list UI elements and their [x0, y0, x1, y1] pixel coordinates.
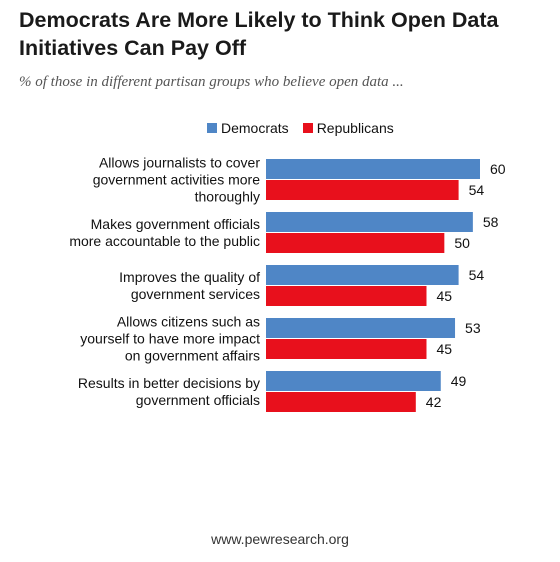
bar-republicans [266, 392, 416, 412]
category-label: Makes government officials more accountab… [69, 216, 260, 249]
category-label-line: Makes government officials [91, 216, 260, 232]
category-label-line: thoroughly [195, 189, 260, 205]
category-label-line: government activities more [93, 172, 261, 188]
category-label-line: yourself to have more impact [80, 331, 260, 347]
legend-swatch-republicans [302, 123, 313, 133]
value-label-republicans: 54 [469, 182, 485, 198]
value-label-democrats: 54 [469, 267, 485, 283]
value-label-republicans: 45 [437, 341, 453, 357]
category-group: Makes government officials more accountab… [69, 212, 499, 253]
bar-democrats [266, 159, 480, 179]
bar-republicans [266, 180, 459, 200]
category-label-line: government services [131, 286, 260, 302]
category-group: Improves the quality of government servic… [119, 265, 484, 306]
bar-democrats [266, 318, 456, 338]
legend-label-democrats: Democrats [221, 120, 289, 136]
bar-republicans [266, 233, 445, 253]
category-label: Allows journalists to cover government ac… [93, 155, 261, 205]
category-label: Improves the quality of government servic… [119, 269, 260, 302]
source-footer: www.pewresearch.org [211, 531, 349, 547]
category-label-line: more accountable to the public [69, 233, 260, 249]
value-label-democrats: 53 [465, 320, 481, 336]
chart-legend: Democrats Republicans [207, 119, 408, 137]
category-label: Results in better decisions by government… [78, 375, 260, 408]
legend-item-republicans: Republicans [302, 120, 394, 136]
category-label-line: Improves the quality of [119, 269, 260, 285]
category-label-line: Allows citizens such as [117, 314, 260, 330]
category-label-line: Allows journalists to cover [99, 155, 260, 171]
value-label-democrats: 49 [451, 373, 467, 389]
category-group: Allows journalists to cover government ac… [93, 155, 506, 205]
category-label: Allows citizens such as yourself to have … [80, 314, 260, 364]
bar-democrats [266, 265, 459, 285]
bar-democrats [266, 371, 441, 391]
legend-swatch-democrats [207, 123, 217, 133]
legend-item-democrats: Democrats [207, 120, 289, 136]
value-label-republicans: 45 [437, 288, 453, 304]
value-label-democrats: 60 [490, 161, 506, 177]
category-group: Allows citizens such as yourself to have … [80, 314, 481, 364]
chart-title: Democrats Are More Likely to Think Open … [19, 8, 499, 60]
value-label-republicans: 50 [454, 235, 470, 251]
value-label-republicans: 42 [426, 394, 442, 410]
chart-subtitle: % of those in different partisan groups … [19, 74, 404, 90]
bar-republicans [266, 286, 427, 306]
bar-republicans [266, 339, 427, 359]
value-label-democrats: 58 [483, 214, 499, 230]
category-label-line: Results in better decisions by [78, 375, 260, 391]
category-label-line: on government affairs [125, 348, 260, 364]
category-group: Results in better decisions by government… [78, 371, 467, 412]
legend-label-republicans: Republicans [316, 120, 394, 136]
bar-democrats [266, 212, 473, 232]
bar-chart: Allows journalists to cover government ac… [69, 155, 506, 412]
category-label-line: government officials [136, 392, 260, 408]
